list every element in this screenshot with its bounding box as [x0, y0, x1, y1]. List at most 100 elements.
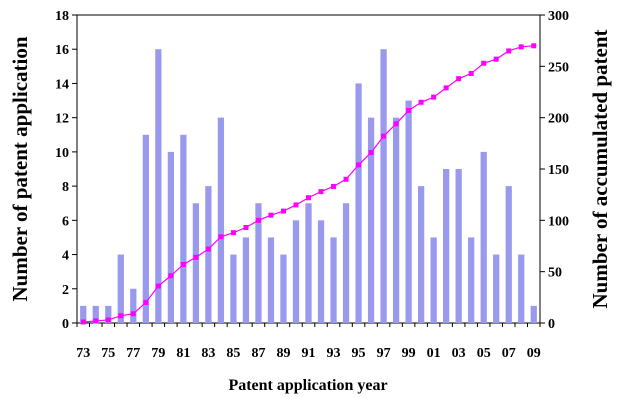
bar-93 [330, 237, 337, 323]
x-tick-label: 07 [502, 346, 516, 361]
cumulative-point-85 [230, 230, 236, 236]
right-tick-label: 250 [548, 60, 569, 75]
bar-78 [142, 134, 149, 323]
x-tick-label: 99 [402, 346, 416, 361]
bar-86 [242, 237, 250, 323]
right-tick-label: 100 [548, 214, 569, 229]
cumulative-point-83 [205, 246, 211, 252]
bar-84 [217, 117, 225, 323]
x-tick-label: 01 [427, 346, 441, 361]
bar-07 [505, 186, 512, 323]
bar-89 [280, 254, 287, 323]
x-tick-label: 95 [352, 346, 366, 361]
left-tick-label: 12 [55, 112, 69, 127]
bar-99 [405, 100, 412, 323]
left-axis-title: Number of patent application [8, 36, 32, 301]
bar-87 [255, 203, 262, 323]
x-tick-label: 83 [201, 346, 215, 361]
cumulative-point-98 [393, 121, 399, 127]
cumulative-point-80 [168, 273, 174, 279]
right-tick-label: 150 [548, 163, 569, 178]
cumulative-point-86 [243, 225, 249, 231]
cumulative-point-99 [406, 107, 412, 113]
cumulative-point-97 [381, 133, 387, 139]
cumulative-point-06 [493, 56, 499, 62]
bar-88 [267, 237, 275, 323]
bar-76 [117, 254, 124, 323]
cumulative-point-09 [531, 43, 537, 49]
bar-80 [167, 151, 174, 323]
cumulative-point-88 [268, 212, 274, 218]
cumulative-point-92 [318, 189, 324, 195]
bar-08 [518, 254, 525, 323]
bar-02 [443, 169, 450, 323]
x-axis-title: Patent application year [228, 377, 387, 394]
cumulative-point-91 [306, 195, 311, 201]
bar-96 [367, 117, 375, 323]
cumulative-point-82 [193, 254, 199, 260]
cumulative-point-84 [218, 234, 224, 240]
right-tick-label: 50 [548, 266, 562, 281]
bar-81 [180, 134, 187, 323]
bar-98 [392, 117, 400, 323]
right-tick-label: 300 [548, 9, 569, 24]
bar-95 [355, 83, 362, 323]
x-tick-label: 93 [327, 346, 341, 361]
cumulative-point-77 [130, 311, 136, 317]
bar-09 [530, 305, 537, 323]
left-axis-ticks: 0 2 4 6 8 10 12 14 16 18 [55, 9, 77, 332]
cumulative-point-02 [443, 85, 449, 91]
left-tick-label: 10 [55, 146, 69, 161]
x-axis-ticks: 73 75 77 79 81 83 85 87 89 91 93 95 97 99 01 03 05 07 09 [76, 323, 541, 361]
right-axis-title: Number of accumulated patent [588, 29, 612, 308]
left-tick-label: 2 [62, 283, 69, 298]
x-tick-label: 03 [452, 346, 466, 361]
cumulative-point-81 [180, 261, 186, 267]
cumulative-point-89 [280, 208, 286, 214]
bar-94 [342, 203, 350, 323]
bar-92 [317, 220, 325, 323]
bar-85 [230, 254, 237, 323]
x-tick-label: 97 [377, 346, 391, 361]
bar-75 [105, 305, 112, 323]
bar-82 [192, 203, 200, 323]
bar-73 [80, 305, 87, 323]
cumulative-line-layer [80, 43, 537, 325]
x-tick-label: 09 [527, 346, 541, 361]
cumulative-point-07 [506, 48, 512, 54]
x-tick-label: 05 [477, 346, 491, 361]
cumulative-point-76 [118, 313, 124, 319]
cumulative-point-73 [80, 319, 86, 325]
cumulative-point-95 [356, 162, 362, 168]
x-tick-label: 91 [302, 346, 316, 361]
left-tick-label: 0 [62, 317, 69, 332]
right-axis-ticks: 0 50 100 150 200 250 300 [540, 9, 569, 332]
cumulative-point-08 [518, 44, 524, 50]
left-tick-label: 16 [55, 43, 69, 58]
cumulative-point-79 [155, 283, 161, 289]
left-tick-label: 8 [62, 180, 69, 195]
cumulative-point-96 [368, 150, 374, 156]
bar-90 [292, 220, 300, 323]
bar-79 [155, 49, 162, 323]
left-tick-label: 4 [62, 249, 69, 264]
bar-06 [493, 254, 500, 323]
right-tick-label: 200 [548, 112, 569, 127]
bar-03 [455, 169, 462, 323]
x-tick-label: 85 [226, 346, 240, 361]
x-tick-label: 79 [151, 346, 165, 361]
cumulative-point-94 [343, 176, 349, 182]
bar-97 [380, 49, 387, 323]
x-tick-label: 87 [251, 346, 265, 361]
x-tick-label: 81 [176, 346, 190, 361]
cumulative-point-90 [293, 202, 299, 208]
left-tick-label: 14 [55, 77, 69, 92]
x-tick-label: 77 [126, 346, 140, 361]
bar-74 [92, 305, 99, 323]
cumulative-point-87 [255, 217, 261, 223]
bars-layer [80, 49, 537, 323]
left-tick-label: 18 [55, 9, 69, 24]
cumulative-point-75 [105, 317, 111, 323]
cumulative-point-04 [468, 71, 474, 77]
